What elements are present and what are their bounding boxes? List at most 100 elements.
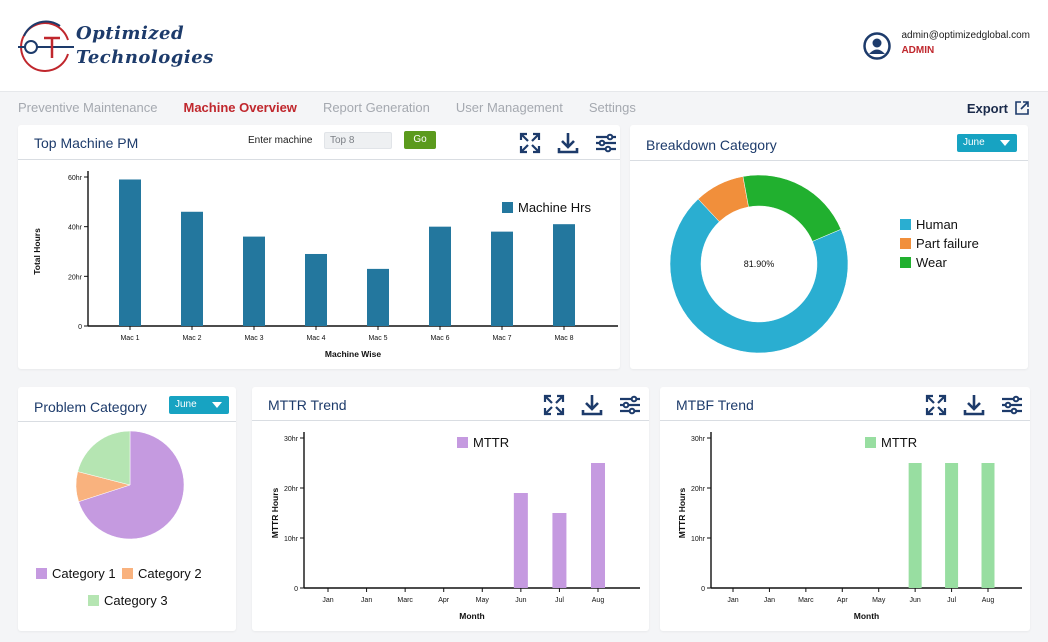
brand-name: Optimized Technologies xyxy=(76,22,214,70)
main-nav: Preventive Maintenance Machine Overview … xyxy=(18,100,636,115)
legend-swatch xyxy=(865,437,876,448)
x-tick-label: Jan xyxy=(361,597,372,604)
x-tick-label: Jan xyxy=(727,597,738,604)
filter-settings-icon[interactable] xyxy=(594,131,618,155)
top-machine-card: Top Machine PM Enter machine Top 8 Go 0 2… xyxy=(18,125,620,369)
bar xyxy=(513,493,528,588)
download-icon[interactable] xyxy=(962,393,986,417)
filter-settings-icon[interactable] xyxy=(1000,393,1024,417)
y-tick-label: 30hr xyxy=(691,436,706,443)
card-title: MTBF Trend xyxy=(676,397,754,413)
y-tick-label: 10hr xyxy=(691,536,706,543)
dropdown-value: June xyxy=(963,137,985,148)
expand-icon[interactable] xyxy=(518,131,542,155)
x-tick-label: Apr xyxy=(837,597,849,604)
mttr-card: MTTR Trend 0 10hr 20hr 30hr Jan Jan Marc Apr May… xyxy=(252,387,649,631)
legend-label: Part failure xyxy=(916,236,979,251)
breakdown-card: Breakdown Category June Human Part failur… xyxy=(630,125,1028,369)
y-axis-title: MTTR Hours xyxy=(270,487,280,538)
card-title: Top Machine PM xyxy=(34,135,139,151)
y-tick-label: 20hr xyxy=(284,486,299,493)
card-title: Breakdown Category xyxy=(646,137,777,153)
nav-user-management[interactable]: User Management xyxy=(455,100,563,115)
legend-label: Machine Hrs xyxy=(518,200,591,215)
month-dropdown[interactable]: June xyxy=(957,134,1017,152)
x-tick-label: Jan xyxy=(764,597,775,604)
chevron-down-icon xyxy=(1000,140,1010,146)
x-axis-title: Machine Wise xyxy=(325,349,381,359)
user-email: admin@optimizedglobal.com xyxy=(901,30,1030,41)
dropdown-value: June xyxy=(175,399,197,410)
y-axis-title: MTTR Hours xyxy=(677,487,687,538)
y-tick-label: 0 xyxy=(78,324,82,331)
legend-swatch xyxy=(900,238,911,249)
legend-label: Wear xyxy=(916,255,947,270)
bar xyxy=(552,513,567,588)
pie-slice xyxy=(78,430,185,540)
card-title: Problem Category xyxy=(34,399,147,415)
legend-swatch xyxy=(457,437,468,448)
legend-label: MTTR xyxy=(473,435,509,450)
month-dropdown[interactable]: June xyxy=(169,396,229,414)
bar xyxy=(367,268,389,326)
legend-swatch xyxy=(88,595,99,606)
y-axis-title: Total Hours xyxy=(32,228,42,275)
breakdown-donut-chart: Human Part failure Wear 81.90% xyxy=(669,174,979,354)
go-button[interactable]: Go xyxy=(404,131,436,149)
x-tick-label: Mac 2 xyxy=(182,335,201,342)
bar xyxy=(553,224,575,326)
company-logo[interactable] xyxy=(16,18,186,74)
y-tick-label: 0 xyxy=(294,586,298,593)
user-profile[interactable]: admin@optimizedglobal.com ADMIN xyxy=(863,30,1030,60)
bar xyxy=(305,253,327,326)
pie-slice xyxy=(742,174,842,242)
expand-icon[interactable] xyxy=(542,393,566,417)
external-link-icon xyxy=(1015,101,1029,115)
y-tick-label: 20hr xyxy=(691,486,706,493)
card-header: MTTR Trend xyxy=(252,387,649,421)
card-toolbar xyxy=(924,393,1024,417)
card-toolbar xyxy=(518,131,618,155)
export-button[interactable]: Export xyxy=(967,100,1030,116)
x-tick-label: Mac 5 xyxy=(368,335,387,342)
x-tick-label: Jul xyxy=(947,597,956,604)
bar xyxy=(945,463,959,588)
machine-input[interactable]: Top 8 xyxy=(324,132,392,149)
chevron-down-icon xyxy=(212,402,222,408)
x-tick-label: May xyxy=(476,597,490,604)
y-tick-label: 0 xyxy=(701,586,705,593)
nav-settings[interactable]: Settings xyxy=(588,100,636,115)
mtbf-bar-chart: 0 10hr 20hr 30hr Jan Jan Marc Apr May Jun Jul Aug Mo… xyxy=(677,432,1022,621)
expand-icon[interactable] xyxy=(924,393,948,417)
download-icon[interactable] xyxy=(556,131,580,155)
x-tick-label: Apr xyxy=(438,597,450,604)
legend-swatch xyxy=(900,257,911,268)
nav-machine-overview[interactable]: Machine Overview xyxy=(183,100,297,115)
export-label: Export xyxy=(966,100,1008,116)
x-tick-label: Mac 8 xyxy=(554,335,573,342)
x-tick-label: Jun xyxy=(909,597,920,604)
user-circle-icon xyxy=(863,32,892,60)
card-toolbar xyxy=(542,393,642,417)
legend-label: Category 2 xyxy=(138,566,202,581)
card-header: Breakdown Category June xyxy=(630,125,1028,161)
nav-report-generation[interactable]: Report Generation xyxy=(322,100,430,115)
legend-label: MTTR xyxy=(881,435,917,450)
y-tick-label: 20hr xyxy=(68,274,83,281)
y-tick-label: 40hr xyxy=(68,225,83,232)
download-icon[interactable] xyxy=(580,393,604,417)
card-header: Top Machine PM Enter machine Top 8 Go xyxy=(18,125,620,160)
x-tick-label: Mac 1 xyxy=(120,335,139,342)
legend-swatch xyxy=(502,202,513,213)
x-tick-label: Marc xyxy=(397,597,413,604)
filter-settings-icon[interactable] xyxy=(618,393,642,417)
y-tick-label: 30hr xyxy=(284,436,299,443)
x-axis-title: Month xyxy=(854,611,880,621)
nav-preventive-maintenance[interactable]: Preventive Maintenance xyxy=(18,100,158,115)
x-axis-title: Month xyxy=(459,611,485,621)
x-tick-label: Mac 3 xyxy=(244,335,263,342)
mttr-bar-chart: 0 10hr 20hr 30hr Jan Jan Marc Apr May Jun Jul Aug Mo… xyxy=(270,432,640,621)
bar xyxy=(119,179,141,326)
x-tick-label: Mac 4 xyxy=(306,335,325,342)
legend-swatch xyxy=(122,568,133,579)
